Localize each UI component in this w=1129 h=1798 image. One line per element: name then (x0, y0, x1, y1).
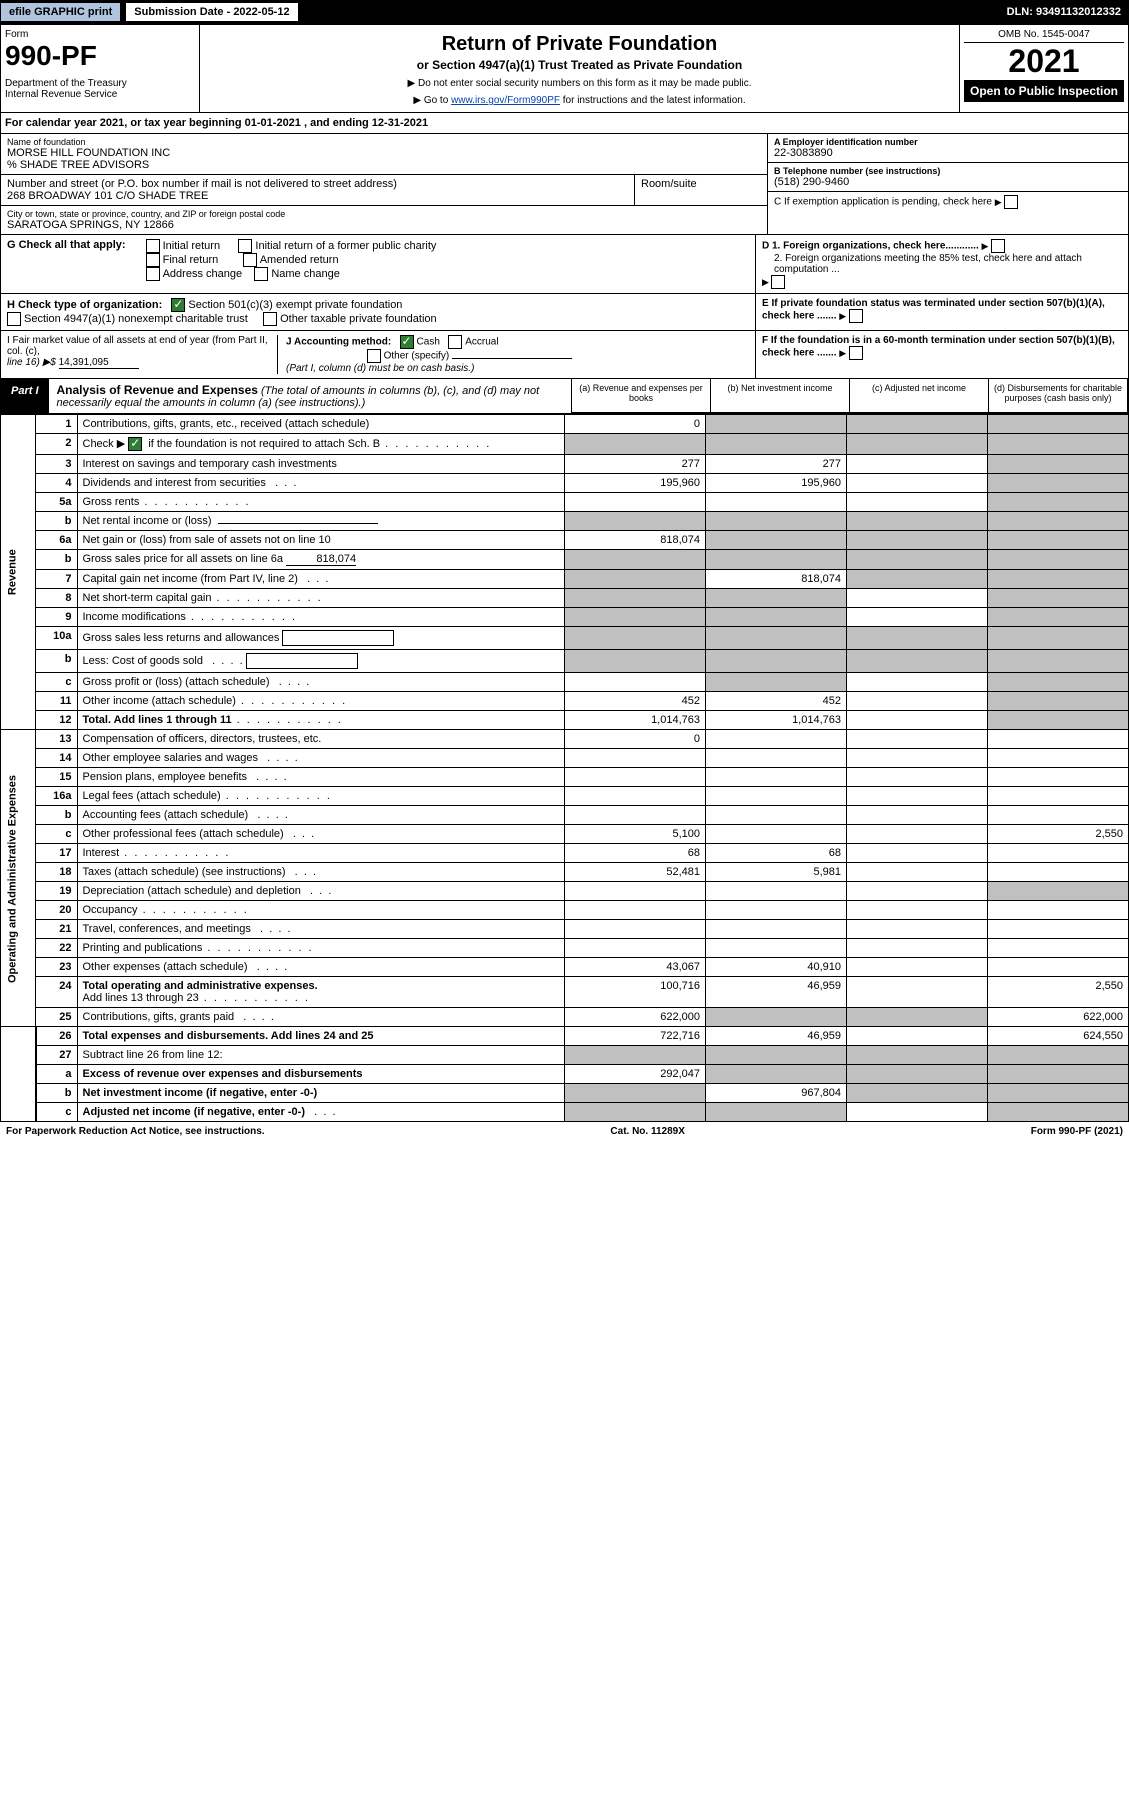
checkbox-c[interactable] (1004, 195, 1018, 209)
checkbox-address[interactable] (146, 267, 160, 281)
checkbox-name[interactable] (254, 267, 268, 281)
checkbox-d2[interactable] (771, 275, 785, 289)
box-c: C If exemption application is pending, c… (774, 197, 992, 208)
box-d1: D 1. Foreign organizations, check here..… (762, 241, 979, 252)
entity-info: Name of foundation MORSE HILL FOUNDATION… (0, 134, 1129, 235)
checkbox-cash[interactable] (400, 335, 414, 349)
open-inspection: Open to Public Inspection (964, 80, 1124, 102)
name-label: Name of foundation (7, 137, 761, 147)
col-c-header: (c) Adjusted net income (850, 379, 989, 413)
col-d-header: (d) Disbursements for charitable purpose… (989, 379, 1128, 413)
calendar-year-line: For calendar year 2021, or tax year begi… (0, 113, 1129, 134)
expenses-side-label: Operating and Administrative Expenses (1, 730, 36, 1027)
part1-table: Revenue 1Contributions, gifts, grants, e… (0, 414, 1129, 1122)
h-label: H Check type of organization: (7, 299, 162, 311)
tax-year: 2021 (964, 43, 1124, 80)
checkbox-accrual[interactable] (448, 335, 462, 349)
street-address: 268 BROADWAY 101 C/O SHADE TREE (7, 190, 628, 202)
care-of: % SHADE TREE ADVISORS (7, 159, 761, 171)
city-label: City or town, state or province, country… (7, 209, 761, 219)
footer-form: Form 990-PF (2021) (1031, 1126, 1123, 1137)
box-e: E If private foundation status was termi… (762, 298, 1105, 322)
col-b-header: (b) Net investment income (711, 379, 850, 413)
efile-badge: efile GRAPHIC print (0, 2, 121, 22)
box-d2: 2. Foreign organizations meeting the 85%… (762, 253, 1122, 275)
checkbox-4947[interactable] (7, 312, 21, 326)
col-a-header: (a) Revenue and expenses per books (572, 379, 711, 413)
foundation-name: MORSE HILL FOUNDATION INC (7, 147, 761, 159)
checkbox-e[interactable] (849, 309, 863, 323)
telephone: (518) 290-9460 (774, 176, 1122, 188)
note-ssn: ▶ Do not enter social security numbers o… (206, 78, 953, 89)
addr-label: Number and street (or P.O. box number if… (7, 178, 628, 190)
submission-date: Submission Date - 2022-05-12 (125, 2, 298, 22)
form-word: Form (5, 29, 195, 40)
i-text: I Fair market value of all assets at end… (7, 335, 268, 357)
j-note: (Part I, column (d) must be on cash basi… (286, 363, 474, 374)
irs-link[interactable]: www.irs.gov/Form990PF (451, 95, 560, 106)
tel-label: B Telephone number (see instructions) (774, 166, 1122, 176)
form-number: 990-PF (5, 40, 195, 72)
city-state-zip: SARATOGA SPRINGS, NY 12866 (7, 219, 761, 231)
checkbox-initial-former[interactable] (238, 239, 252, 253)
checkbox-other-taxable[interactable] (263, 312, 277, 326)
form-title: Return of Private Foundation (206, 33, 953, 56)
page-footer: For Paperwork Reduction Act Notice, see … (0, 1122, 1129, 1141)
checkbox-amended[interactable] (243, 253, 257, 267)
j-label: J Accounting method: (286, 337, 391, 348)
checkbox-501c3[interactable] (171, 298, 185, 312)
dept: Department of the Treasury Internal Reve… (5, 78, 195, 100)
footer-left: For Paperwork Reduction Act Notice, see … (6, 1126, 265, 1137)
checkbox-initial[interactable] (146, 239, 160, 253)
top-bar: efile GRAPHIC print Submission Date - 20… (0, 0, 1129, 24)
checkbox-other-method[interactable] (367, 349, 381, 363)
fmv-amount: 14,391,095 (59, 357, 139, 369)
ein-label: A Employer identification number (774, 137, 1122, 147)
checkbox-d1[interactable] (991, 239, 1005, 253)
omb-number: OMB No. 1545-0047 (964, 29, 1124, 43)
part1-title: Analysis of Revenue and Expenses (The to… (49, 379, 571, 413)
ein: 22-3083890 (774, 147, 1122, 159)
room-label: Room/suite (641, 178, 761, 190)
footer-cat: Cat. No. 11289X (610, 1126, 684, 1137)
checkbox-schb[interactable] (128, 437, 142, 451)
form-header: Form 990-PF Department of the Treasury I… (0, 24, 1129, 113)
checkbox-f[interactable] (849, 346, 863, 360)
form-subtitle: or Section 4947(a)(1) Trust Treated as P… (206, 58, 953, 72)
note-link: ▶ Go to www.irs.gov/Form990PF for instru… (206, 95, 953, 106)
revenue-side-label: Revenue (1, 415, 36, 730)
dln: DLN: 93491132012332 (999, 3, 1129, 21)
g-label: G Check all that apply: (7, 239, 126, 251)
checkbox-final[interactable] (146, 253, 160, 267)
part1-tag: Part I (1, 379, 49, 413)
box-f: F If the foundation is in a 60-month ter… (762, 335, 1115, 359)
